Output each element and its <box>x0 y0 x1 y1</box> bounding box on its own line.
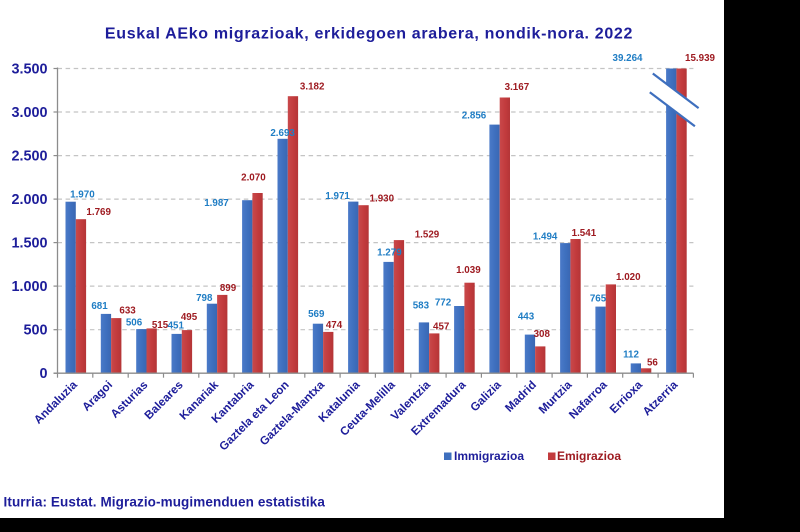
svg-text:1.500: 1.500 <box>11 236 47 252</box>
svg-text:1.971: 1.971 <box>325 191 350 202</box>
svg-text:Madrid: Madrid <box>503 378 539 414</box>
svg-text:Nafarroa: Nafarroa <box>567 378 611 422</box>
svg-text:443: 443 <box>518 312 535 323</box>
svg-text:1.541: 1.541 <box>572 228 597 239</box>
svg-text:Iturria: Eustat. Migrazio-mugi: Iturria: Eustat. Migrazio-mugimenduen es… <box>4 494 326 509</box>
svg-text:3.167: 3.167 <box>505 82 530 93</box>
svg-text:2.070: 2.070 <box>241 173 266 184</box>
svg-text:451: 451 <box>168 321 185 332</box>
svg-text:3.000: 3.000 <box>11 105 47 121</box>
svg-text:633: 633 <box>119 306 136 317</box>
svg-text:2.000: 2.000 <box>11 192 47 208</box>
svg-text:Galizia: Galizia <box>468 378 504 414</box>
svg-text:112: 112 <box>623 350 639 361</box>
svg-text:1.930: 1.930 <box>370 194 395 205</box>
svg-text:Emigrazioa: Emigrazioa <box>557 449 621 463</box>
svg-text:56: 56 <box>647 358 658 369</box>
svg-text:1.279: 1.279 <box>377 248 402 259</box>
svg-text:765: 765 <box>590 294 607 305</box>
svg-text:899: 899 <box>220 283 237 294</box>
svg-text:2.693: 2.693 <box>270 128 295 139</box>
svg-text:500: 500 <box>23 323 47 339</box>
svg-text:457: 457 <box>433 322 450 333</box>
svg-text:Gaztela-Mantxa: Gaztela-Mantxa <box>257 378 327 448</box>
svg-text:Atzerria: Atzerria <box>640 378 680 418</box>
svg-text:1.020: 1.020 <box>616 272 641 283</box>
svg-text:3.182: 3.182 <box>300 82 325 93</box>
svg-text:Andaluzia: Andaluzia <box>32 378 81 427</box>
svg-text:3.500: 3.500 <box>11 62 47 78</box>
svg-text:772: 772 <box>435 298 452 309</box>
svg-text:15.939: 15.939 <box>685 53 716 64</box>
svg-text:Immigrazioa: Immigrazioa <box>454 449 524 463</box>
svg-text:39.264: 39.264 <box>613 53 644 64</box>
svg-text:1.000: 1.000 <box>11 279 47 295</box>
svg-text:583: 583 <box>413 301 430 312</box>
svg-text:2.856: 2.856 <box>462 111 487 122</box>
svg-text:506: 506 <box>126 318 143 329</box>
svg-text:1.769: 1.769 <box>86 207 111 218</box>
svg-text:1.039: 1.039 <box>456 265 481 276</box>
svg-text:515: 515 <box>152 320 169 331</box>
svg-text:681: 681 <box>91 301 108 312</box>
svg-text:1.529: 1.529 <box>415 229 440 240</box>
svg-text:569: 569 <box>308 309 325 320</box>
svg-text:495: 495 <box>181 312 198 323</box>
svg-text:474: 474 <box>326 320 343 331</box>
svg-text:308: 308 <box>534 329 551 340</box>
svg-text:0: 0 <box>39 366 47 382</box>
svg-text:1.987: 1.987 <box>204 198 229 209</box>
svg-text:798: 798 <box>196 293 213 304</box>
svg-text:Errioxa: Errioxa <box>607 378 645 416</box>
svg-text:2.500: 2.500 <box>11 149 47 165</box>
svg-text:1.494: 1.494 <box>533 231 558 242</box>
svg-text:Euskal AEko migrazioak, erkide: Euskal AEko migrazioak, erkidegoen arabe… <box>105 25 633 42</box>
svg-text:1.970: 1.970 <box>70 189 95 200</box>
